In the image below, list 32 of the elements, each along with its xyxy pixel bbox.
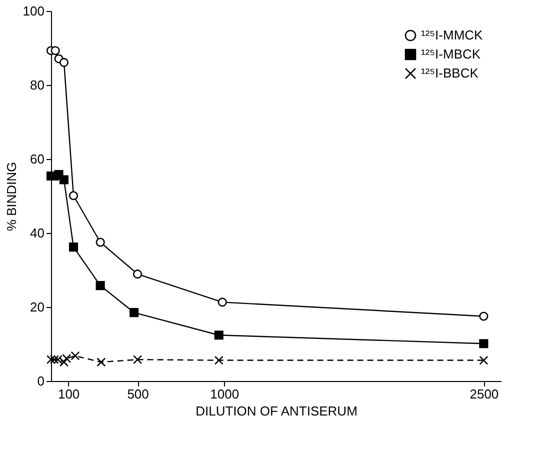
legend-label: ¹²⁵I-BBCK bbox=[421, 66, 479, 80]
point bbox=[479, 339, 488, 348]
y-tick-label: 80 bbox=[30, 78, 44, 92]
x-axis-title: DILUTION OF ANTISERUM bbox=[196, 404, 358, 418]
y-tick-label: 60 bbox=[30, 152, 44, 166]
point bbox=[133, 270, 142, 279]
x-tick-label: 1000 bbox=[210, 386, 240, 402]
point bbox=[96, 238, 105, 247]
legend-label: ¹²⁵I-MBCK bbox=[421, 46, 481, 62]
y-tick-label: 100 bbox=[22, 4, 44, 18]
point bbox=[96, 358, 106, 367]
x-tick-label: 100 bbox=[58, 386, 80, 402]
x-tick-label: 2500 bbox=[470, 386, 499, 402]
legend-label: ¹²⁵I-MMCK bbox=[421, 28, 484, 42]
point bbox=[479, 356, 488, 365]
x-tick-label: 500 bbox=[127, 386, 149, 402]
point bbox=[479, 312, 488, 321]
point bbox=[59, 175, 69, 184]
point bbox=[96, 281, 105, 290]
y-axis-title: % BINDING bbox=[4, 162, 19, 232]
point bbox=[68, 242, 78, 252]
y-tick-label: 0 bbox=[37, 374, 44, 388]
point bbox=[130, 308, 139, 318]
y-tick-label: 40 bbox=[30, 226, 44, 240]
point bbox=[59, 58, 69, 67]
point bbox=[50, 46, 60, 56]
point bbox=[214, 356, 224, 365]
point bbox=[133, 355, 142, 364]
point bbox=[68, 191, 78, 200]
point bbox=[218, 298, 227, 307]
point bbox=[214, 330, 224, 340]
y-tick-label: 20 bbox=[30, 300, 44, 314]
